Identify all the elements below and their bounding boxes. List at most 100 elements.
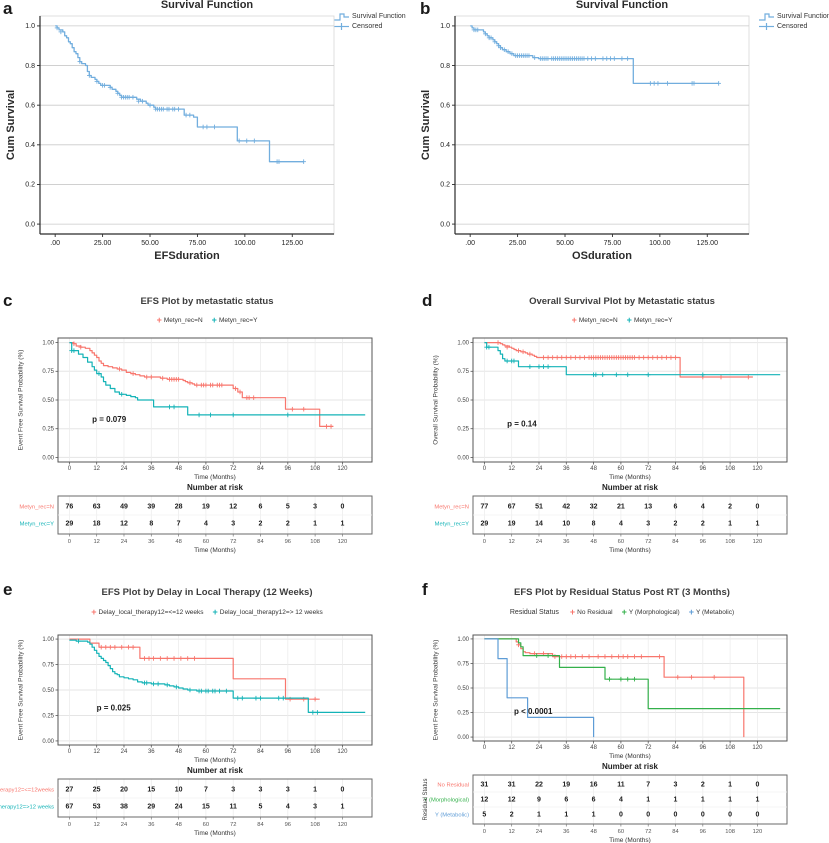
risk-count: 2 [701,521,705,528]
plot-frame [454,15,750,235]
panel-e-km-plot: 0.000.250.500.751.000 12 24 36 48 60 72 84 96 108… [0,634,373,837]
risk-count: 10 [562,521,570,528]
risk-count: 6 [564,797,568,804]
risk-count: 22 [535,782,543,789]
legend-item-label: Delay_local_therapy12=> 12 weeks [219,609,323,616]
x-tick-label: 12 [93,749,100,755]
risk-count: 31 [508,782,516,789]
y-tick-label: 0.25 [457,427,469,433]
censor-marks [69,348,291,418]
risk-x-axis-title: Time (Months) [194,830,236,837]
risk-count: 38 [120,804,128,811]
km-curve [69,639,366,713]
y-tick-label: 0.00 [42,455,54,461]
risk-x-tick-label: 24 [121,539,128,545]
risk-count: 63 [93,504,101,511]
x-tick-label: 108 [725,745,736,751]
y-tick-label: 0.0 [25,221,35,228]
panel-a-legend: Survival Function Censored [334,11,406,31]
panel-c: c EFS Plot by metastatic status Event Fr… [0,288,414,574]
step-line-icon [759,12,774,21]
y-tick-label: 1.00 [457,637,469,643]
panel-d-letter: d [422,291,433,310]
x-tick-label: 36 [563,466,570,472]
risk-x-axis-title: Time (Months) [194,547,236,554]
censor-plus-icon: + [211,315,217,325]
x-axis-title: Time (Months) [609,753,651,760]
risk-count: 3 [313,804,317,811]
y-tick-label: 1.0 [440,23,450,30]
risk-count: 2 [728,504,732,511]
risk-count: 2 [701,782,705,789]
y-tick-label: 0.50 [457,686,469,692]
risk-x-tick-label: 0 [483,539,486,545]
x-tick-label: 100.00 [649,240,671,247]
risk-count: 4 [204,521,208,528]
legend-item: + Metyn_rec=Y [212,316,258,325]
x-tick-label: 120 [752,745,763,751]
risk-count: 29 [480,521,488,528]
x-tick-label: 60 [203,749,210,755]
risk-count: 5 [286,504,290,511]
legend-item-label: No Residual [577,609,613,616]
risk-count: 12 [229,504,237,511]
p-value-label: p < 0.0001 [514,707,553,716]
risk-count: 2 [286,521,290,528]
y-tick-label: 0.75 [42,662,54,668]
censor-cross-icon [334,22,349,30]
y-tick-label: 0.4 [25,142,35,149]
legend-item-label: Y (Morphological) [628,609,680,616]
legend-item-label: Survival Function [777,12,829,20]
risk-x-tick-label: 12 [508,539,514,545]
risk-count: 5 [482,812,486,819]
risk-count: 31 [480,782,488,789]
risk-count: 8 [149,521,153,528]
risk-x-tick-label: 24 [121,822,128,828]
y-tick-label: 0.50 [42,688,54,694]
risk-count: 7 [204,787,208,794]
x-tick-label: 0 [483,466,487,472]
risk-x-tick-label: 60 [203,822,209,828]
risk-count: 1 [674,797,678,804]
x-tick-label: 24 [121,466,128,472]
series-group [470,25,721,86]
panel-e-title: EFS Plot by Delay in Local Therapy (12 W… [101,587,313,598]
risk-x-tick-label: 48 [175,822,181,828]
y-tick-label: 1.0 [25,23,35,30]
risk-x-tick-label: 108 [310,822,320,828]
risk-count: 77 [480,504,488,511]
panel-f-legend: Residual Status + No Residual + Y (Morpholog… [415,608,829,617]
legend-item: + Y (Metabolic) [689,608,734,617]
x-tick-label: 96 [699,466,706,472]
risk-x-tick-label: 12 [93,822,99,828]
legend-item-label: Metyn_rec=N [163,317,203,324]
risk-count: 18 [93,521,101,528]
risk-row-label: Y (Morphological) [424,797,469,803]
legend-item-label: Censored [352,22,383,30]
risk-count: 3 [259,787,263,794]
risk-count: 1 [313,521,317,528]
x-tick-label: 60 [618,745,625,751]
risk-count: 14 [535,521,543,528]
x-tick-label: 96 [699,745,706,751]
km-curve [484,638,745,738]
censor-plus-icon: + [156,315,162,325]
risk-count: 29 [65,521,73,528]
risk-count: 4 [619,521,623,528]
y-tick-label: 0.2 [440,182,450,189]
risk-row-label: Metyn_rec=N [19,504,54,510]
x-tick-label: 72 [645,745,652,751]
panel-b-title: Survival Function [575,0,669,11]
x-tick-label: 125.00 [282,240,304,247]
y-tick-label: 0.75 [42,369,54,375]
x-tick-label: 25.00 [94,240,112,247]
risk-x-tick-label: 120 [338,539,348,545]
risk-x-tick-label: 60 [618,829,624,835]
risk-count: 15 [147,787,155,794]
plot-frame [39,15,335,235]
risk-count: 20 [120,787,128,794]
panel-c-legend: + Metyn_rec=N + Metyn_rec=Y [0,316,414,325]
risk-count: 2 [674,521,678,528]
x-tick-label: 50.00 [556,240,574,247]
censor-plus-icon: + [688,607,694,617]
